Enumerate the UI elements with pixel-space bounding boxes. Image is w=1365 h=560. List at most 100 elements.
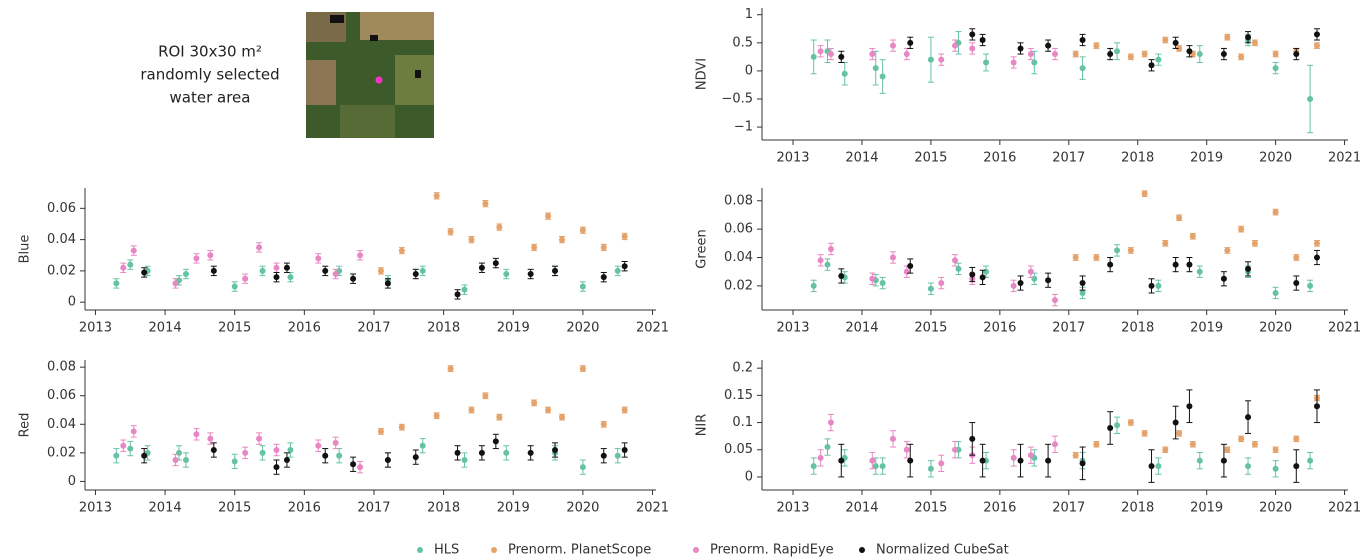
point [1197,458,1203,464]
point [503,271,509,277]
y-tick-label: 0.04 [47,417,76,432]
point [357,252,363,258]
point [1190,441,1196,447]
point [1307,458,1313,464]
point [969,45,975,51]
x-tick-label: 2016 [983,501,1016,516]
point [1114,48,1120,54]
y-axis-label: Blue [18,235,33,264]
point [1149,283,1155,289]
point [1028,269,1034,275]
x-tick-label: 2021 [636,501,669,516]
point [333,440,339,446]
point [193,431,199,437]
point [413,454,419,460]
point [1314,403,1320,409]
point [907,458,913,464]
x-tick-label: 2019 [1190,321,1223,336]
point [528,450,534,456]
point [622,447,628,453]
y-tick-label: 0 [745,63,753,78]
point [818,48,824,54]
point [378,428,384,434]
y-tick-label: 0 [68,474,76,489]
point [890,255,896,261]
point [1162,37,1168,43]
point [601,453,607,459]
x-tick-label: 2021 [1328,321,1361,336]
point [907,263,913,269]
point [287,447,293,453]
point [211,447,217,453]
series [378,366,628,435]
point [1080,280,1086,286]
point [127,446,133,452]
point [1221,276,1227,282]
point [980,37,986,43]
point [615,268,621,274]
point [869,276,875,282]
x-tick-label: 2018 [427,321,460,336]
point [127,262,133,268]
point [559,237,565,243]
point [928,466,934,472]
legend-label: HLS [434,543,459,558]
y-tick-label: 0 [68,295,76,310]
point [420,443,426,449]
point [1149,463,1155,469]
y-tick-label: 0.06 [724,222,753,237]
point [1093,255,1099,261]
x-tick-label: 2013 [79,321,112,336]
point [1052,441,1058,447]
point [333,271,339,277]
y-tick-label: 0.02 [47,263,76,278]
series [120,426,363,473]
x-tick-label: 2016 [288,321,321,336]
point [1018,280,1024,286]
series [141,434,627,474]
point [493,438,499,444]
point [378,268,384,274]
point [232,284,238,290]
x-tick-label: 2019 [497,501,530,516]
point [1142,430,1148,436]
point [1093,43,1099,49]
point [1128,54,1134,60]
point [1186,262,1192,268]
point [545,407,551,413]
point [580,464,586,470]
point [1245,266,1251,272]
y-axis-label: NIR [695,414,710,437]
point [1155,283,1161,289]
legend-marker [693,547,699,553]
point [601,421,607,427]
point [1245,463,1251,469]
point [1052,51,1058,57]
point [545,213,551,219]
point [1031,276,1037,282]
point [552,268,558,274]
point [559,414,565,420]
point [1245,34,1251,40]
roi-text: ROI 30x30 m² [158,43,262,61]
y-tick-label: −0.5 [721,91,753,106]
point [1314,255,1320,261]
point [1045,43,1051,49]
y-axis-label: Red [18,413,33,438]
y-tick-label: 0.08 [724,193,753,208]
point [260,450,266,456]
point [622,407,628,413]
point [580,284,586,290]
point [952,447,958,453]
point [256,244,262,250]
point [113,280,119,286]
x-tick-label: 2017 [357,501,390,516]
point [890,43,896,49]
point [811,283,817,289]
point [1176,430,1182,436]
point [1093,441,1099,447]
point [842,71,848,77]
x-tick-label: 2014 [845,321,878,336]
y-tick-label: 0.1 [732,415,753,430]
roi-image [306,12,434,138]
